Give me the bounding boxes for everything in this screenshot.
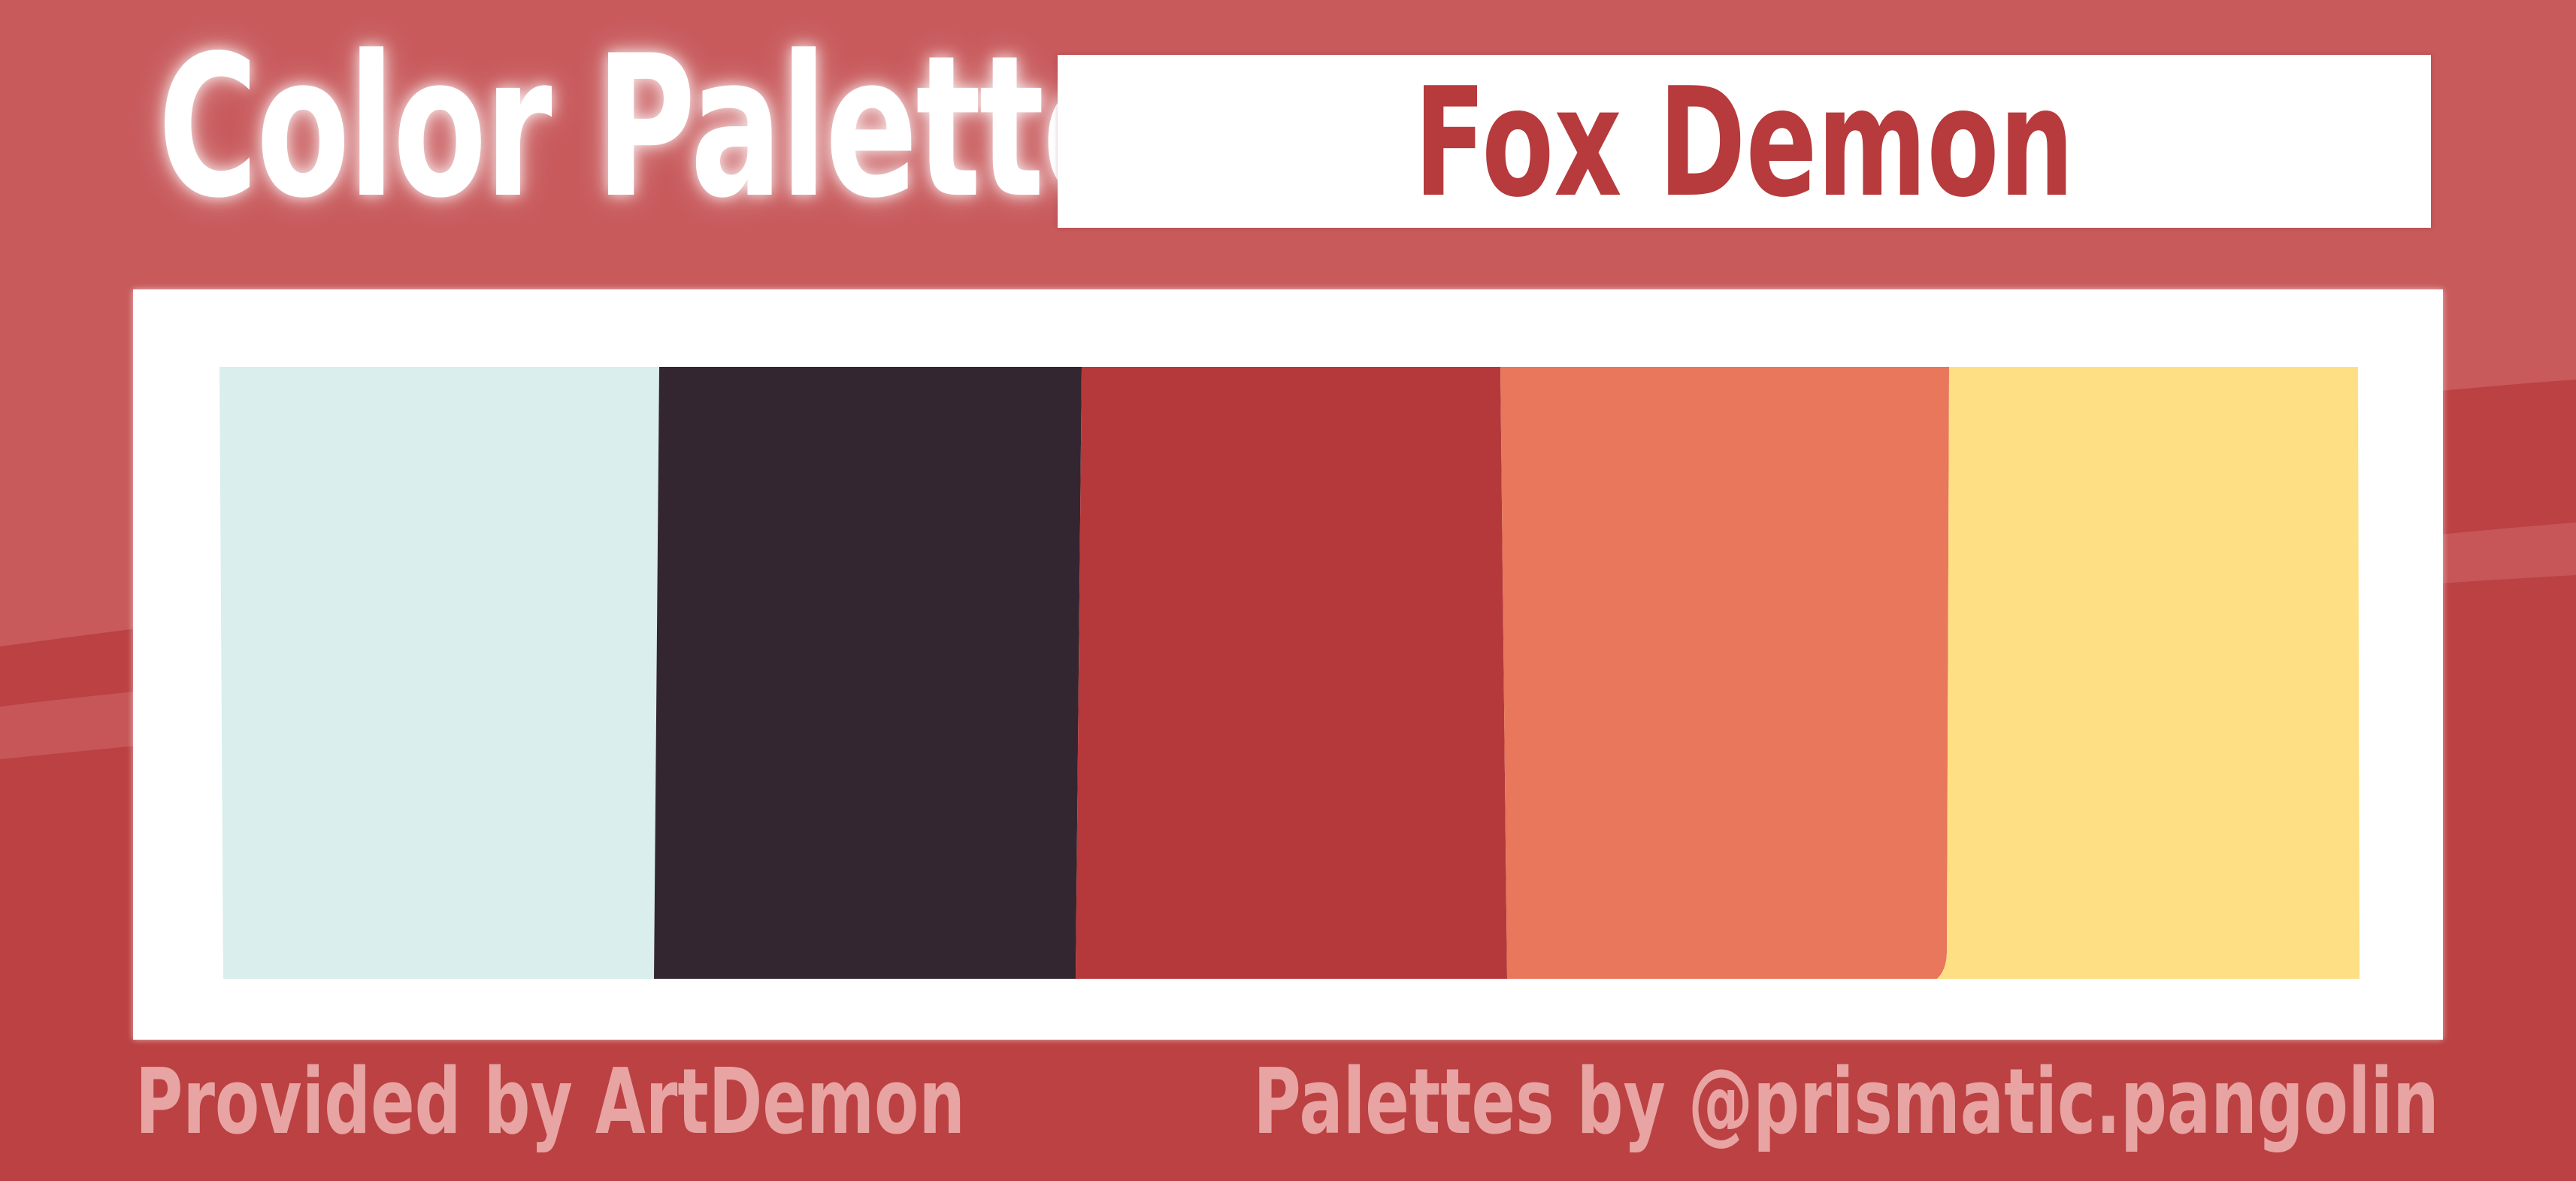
swatch-butter-yellow — [1937, 367, 2360, 979]
palette-name-box: Fox Demon — [1058, 55, 2431, 228]
swatch-strip — [219, 367, 2360, 979]
palette-card — [133, 289, 2443, 1040]
swatch-crimson — [1076, 367, 1507, 979]
swatch-coral — [1500, 367, 1949, 979]
swatch-dark-plum — [654, 367, 1082, 979]
swatch-pale-aqua — [219, 367, 659, 979]
provided-by-credit: Provided by ArtDemon — [135, 1050, 965, 1155]
palettes-by-credit: Palettes by @prismatic.pangolin — [1253, 1050, 2439, 1155]
page-title: Color Palette — [158, 14, 1135, 241]
palette-name: Fox Demon — [1414, 56, 2075, 231]
